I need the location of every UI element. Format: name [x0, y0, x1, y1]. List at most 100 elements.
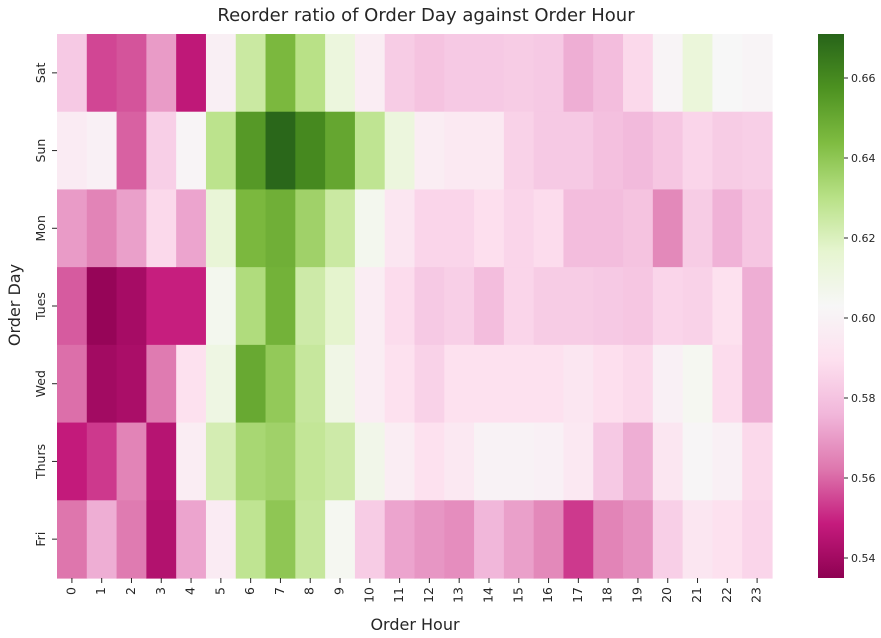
x-tick-label: 0: [63, 587, 78, 595]
heatmap-cell: [86, 267, 118, 346]
heatmap-cell: [563, 500, 594, 579]
heatmap-cell: [563, 267, 594, 346]
heatmap-cell: [354, 422, 386, 501]
heatmap-cell: [742, 267, 773, 346]
x-tick-label: 4: [183, 587, 198, 595]
heatmap-cell: [354, 344, 386, 424]
heatmap-cell: [474, 34, 505, 113]
heatmap-cell: [682, 111, 714, 191]
heatmap-cell: [623, 267, 654, 346]
heatmap-cell: [414, 422, 445, 501]
heatmap-cell: [503, 422, 535, 501]
heatmap-cell: [205, 500, 237, 579]
heatmap-cell: [593, 267, 624, 346]
heatmap-cell: [146, 500, 177, 579]
heatmap-cell: [146, 189, 177, 268]
heatmap-cell: [742, 34, 773, 113]
heatmap-cell: [205, 344, 237, 424]
heatmap-cell: [205, 34, 237, 113]
heatmap-cell: [86, 344, 118, 424]
y-tick-label: Thurs: [33, 444, 48, 480]
heatmap-cell: [295, 344, 326, 424]
x-tick-label: 22: [719, 587, 734, 603]
heatmap-cell: [444, 500, 475, 579]
heatmap-cell: [146, 111, 177, 191]
heatmap-cell: [474, 189, 505, 268]
heatmap-cell: [444, 267, 475, 346]
heatmap-cell: [265, 189, 296, 268]
heatmap-cell: [57, 422, 88, 501]
heatmap-cell: [682, 189, 714, 268]
heatmap-cell: [354, 500, 386, 579]
heatmap-cell: [503, 189, 535, 268]
heatmap-cell: [116, 34, 147, 113]
heatmap-cell: [444, 422, 475, 501]
heatmap-cell: [235, 422, 267, 501]
heatmap-cell: [533, 500, 565, 579]
heatmap-cell: [146, 34, 177, 113]
heatmap-cell: [325, 500, 356, 579]
heatmap-cell: [295, 111, 326, 191]
heatmap-cell: [176, 422, 207, 501]
heatmap-cell: [176, 267, 207, 346]
heatmap-cell: [593, 422, 624, 501]
heatmap-cell: [325, 267, 356, 346]
heatmap-cell: [742, 500, 773, 579]
x-tick-label: 2: [123, 587, 138, 595]
heatmap-cell: [295, 189, 326, 268]
x-tick-label: 23: [749, 587, 764, 603]
heatmap-cell: [712, 111, 743, 191]
heatmap-cell: [652, 111, 684, 191]
heatmap-cell: [265, 500, 296, 579]
x-tick-label: 10: [361, 587, 376, 603]
x-tick-label: 16: [540, 587, 555, 603]
y-tick-label: Mon: [33, 215, 48, 241]
heatmap-cell: [86, 34, 118, 113]
heatmap-cell: [652, 344, 684, 424]
heatmap-cell: [563, 422, 594, 501]
x-tick-label: 11: [391, 587, 406, 603]
heatmap-cell: [503, 267, 535, 346]
heatmap-cell: [295, 267, 326, 346]
x-tick-label: 13: [451, 587, 466, 603]
heatmap-cell: [265, 267, 296, 346]
heatmap-cell: [57, 500, 88, 579]
heatmap-cell: [414, 34, 445, 113]
heatmap-cell: [325, 344, 356, 424]
heatmap-cell: [295, 500, 326, 579]
heatmap-cell: [533, 111, 565, 191]
heatmap-cell: [444, 111, 475, 191]
heatmap-cell: [384, 267, 416, 346]
heatmap-cell: [354, 267, 386, 346]
heatmap-cell: [265, 111, 296, 191]
heatmap-cell: [384, 344, 416, 424]
x-tick-label: 21: [689, 587, 704, 603]
heatmap-cell: [623, 111, 654, 191]
y-tick-label: Tues: [33, 292, 48, 321]
heatmap-cell: [563, 34, 594, 113]
heatmap-cell: [354, 111, 386, 191]
y-axis-ticks: Sat Sun Mon Tues Wed Thurs Fri: [33, 63, 57, 547]
x-tick-label: 19: [629, 587, 644, 603]
x-tick-label: 9: [332, 587, 347, 595]
heatmap-cell: [86, 111, 118, 191]
x-axis-ticks: 0 1 2 3 4 5 6 7 8 9 10 11 12 13 14 15 16 17 18 19 20 21 22 23: [63, 578, 764, 603]
heatmap-cell: [57, 111, 88, 191]
colorbar-tick-label: 0.58: [851, 392, 876, 405]
heatmap-cell: [146, 267, 177, 346]
heatmap-cell: [444, 189, 475, 268]
colorbar-tick-label: 0.54: [851, 552, 876, 565]
y-tick-label: Sun: [33, 139, 48, 163]
x-tick-label: 1: [93, 587, 108, 595]
x-tick-label: 15: [510, 587, 525, 603]
heatmap-cell: [235, 111, 267, 191]
colorbar-tick-label: 0.66: [851, 72, 876, 85]
heatmap-cell: [354, 34, 386, 113]
heatmap-cell: [712, 500, 743, 579]
heatmap-cell: [712, 267, 743, 346]
heatmap-cell: [474, 267, 505, 346]
heatmap-cell: [116, 267, 147, 346]
heatmap-cell: [57, 34, 88, 113]
heatmap-cell: [205, 189, 237, 268]
heatmap-cell: [265, 422, 296, 501]
